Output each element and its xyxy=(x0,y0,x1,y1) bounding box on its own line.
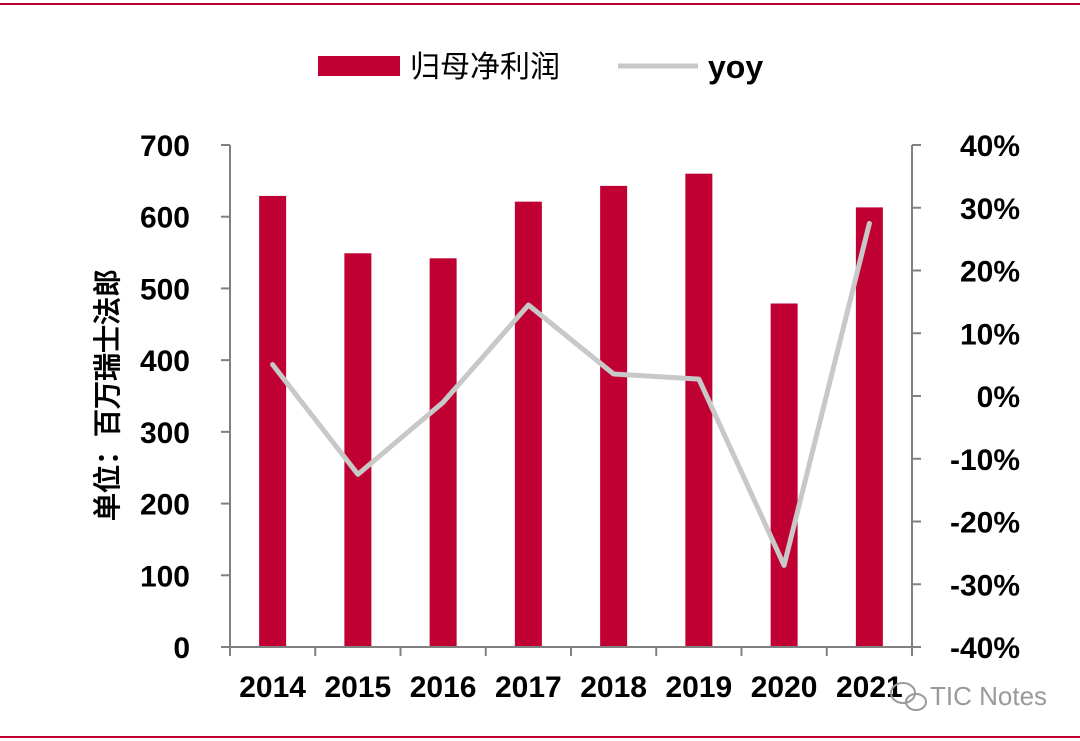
x-tick-label: 2018 xyxy=(580,671,647,704)
right-tick-label: -40% xyxy=(950,632,1020,665)
right-tick-label: 20% xyxy=(960,256,1020,289)
right-tick-label: 10% xyxy=(960,318,1020,351)
left-tick-label: 400 xyxy=(140,345,190,378)
left-tick-label: 700 xyxy=(140,130,190,163)
legend-label-line: yoy xyxy=(708,49,763,85)
yoy-line-series xyxy=(270,220,872,568)
legend-label-bar: 归母净利润 xyxy=(410,50,560,85)
right-tick-label: -20% xyxy=(950,507,1020,540)
bar-2015 xyxy=(344,253,372,647)
bar-2019 xyxy=(685,173,713,647)
bar-2020 xyxy=(770,303,798,647)
left-tick-label: 300 xyxy=(140,417,190,450)
x-tick-label: 2021 xyxy=(836,671,903,704)
bar-2017 xyxy=(514,201,542,647)
right-tick-label: -30% xyxy=(950,569,1020,602)
left-tick-label: 0 xyxy=(173,632,190,665)
x-tick-label: 2017 xyxy=(495,671,562,704)
right-tick-label: 30% xyxy=(960,193,1020,226)
right-tick-label: 40% xyxy=(960,130,1020,163)
right-tick-label: -10% xyxy=(950,444,1020,477)
watermark: TIC Notes xyxy=(890,681,1047,711)
x-tick-label: 2014 xyxy=(239,671,306,704)
left-tick-label: 200 xyxy=(140,489,190,522)
y-axis-label: 单位：百万瑞士法郎 xyxy=(91,269,124,521)
left-tick-label: 600 xyxy=(140,202,190,235)
left-tick-label: 500 xyxy=(140,273,190,306)
left-tick-label: 100 xyxy=(140,560,190,593)
x-tick-label: 2015 xyxy=(325,671,392,704)
x-tick-label: 2019 xyxy=(666,671,733,704)
x-tick-label: 2020 xyxy=(751,671,818,704)
bar-2016 xyxy=(429,258,457,647)
legend: 归母净利润 yoy xyxy=(318,49,763,85)
wechat-icon xyxy=(890,682,927,711)
x-tick-label: 2016 xyxy=(410,671,477,704)
bar-2014 xyxy=(259,195,287,647)
right-tick-label: 0% xyxy=(977,381,1020,414)
legend-swatch-bar xyxy=(318,56,400,76)
bar-2018 xyxy=(600,185,628,647)
bar-2021 xyxy=(855,207,883,648)
watermark-text: TIC Notes xyxy=(930,681,1047,711)
